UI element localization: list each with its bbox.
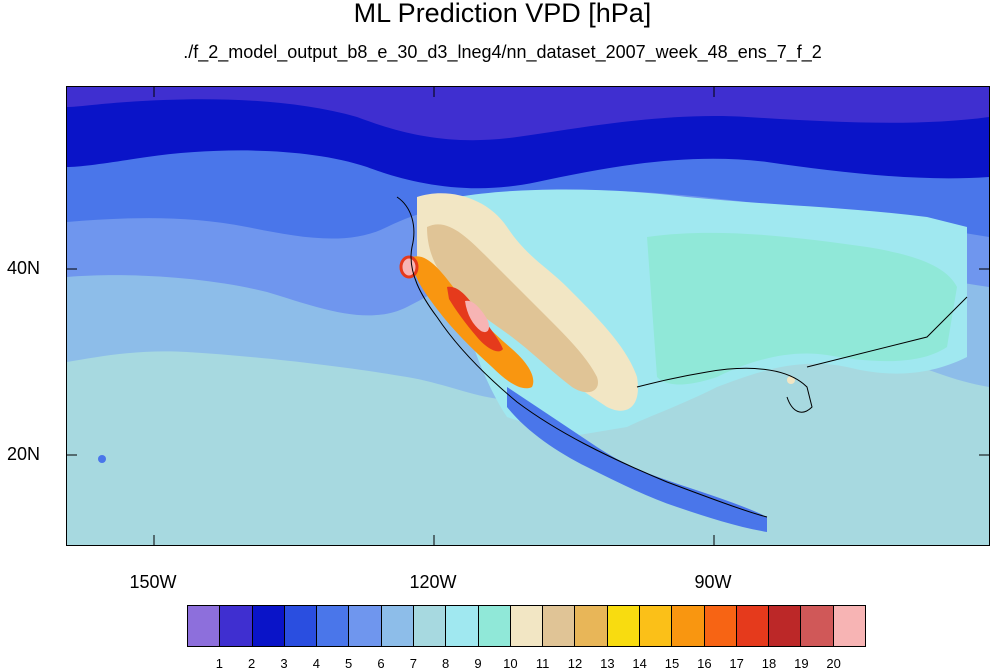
map-subtitle: ./f_2_model_output_b8_e_30_d3_lneg4/nn_d…: [183, 42, 822, 62]
hottest-region: [465, 300, 489, 333]
colorbar-label: 5: [345, 656, 353, 671]
colorbar-box: [349, 606, 382, 646]
colorbar-label: 13: [600, 656, 615, 671]
california-hot-spot: [399, 255, 419, 279]
colorbar-label: 7: [409, 656, 417, 671]
colorbar-box: [672, 606, 705, 646]
colorbar-box: [478, 606, 511, 646]
colorbar-label: 15: [664, 656, 680, 671]
colorbar-box: [220, 606, 253, 646]
vpd-contour-map: [67, 87, 989, 545]
lon-label-120w: 120W: [409, 572, 457, 592]
colorbar-box: [510, 606, 544, 646]
colorbar-box: [704, 606, 737, 646]
colorbar-labels: 1 2 3 4 5 6 7 8 9 10 11 12 13 14 15 16 17 18 19 20: [187, 656, 866, 672]
lat-label-40n: 40N: [6, 258, 40, 278]
colorbar-label: 20: [826, 656, 841, 671]
colorbar-box: [639, 606, 673, 646]
colorbar-box: [736, 606, 770, 646]
colorbar-box: [188, 606, 221, 646]
colorbar-box: [381, 606, 414, 646]
colorbar-label: 1: [215, 656, 223, 671]
lon-label-150w: 150W: [129, 572, 177, 592]
colorbar-box: [607, 606, 640, 646]
colorbar-label: 12: [567, 656, 583, 671]
colorbar-label: 2: [248, 656, 256, 671]
colorbar-label: 14: [632, 656, 647, 671]
colorbar-box: [284, 606, 318, 646]
colorbar-label: 9: [474, 656, 482, 671]
lat-tick-marks: [67, 268, 989, 456]
hawaii-island: [98, 455, 106, 463]
colorbar-label: 6: [377, 656, 385, 671]
colorbar-box: [833, 606, 865, 646]
east-us-region: [647, 232, 957, 385]
colorbar-box: [413, 606, 447, 646]
mexico-region: [507, 387, 767, 532]
florida-spot: [787, 376, 795, 384]
lat-label-20n: 20N: [6, 444, 40, 464]
colorbar-box: [575, 606, 608, 646]
colorbar-box: [252, 606, 285, 646]
colorbar-box: [769, 606, 802, 646]
arctic-purple-region: [67, 87, 989, 141]
colorbar-box: [446, 606, 479, 646]
colorbar-label: 8: [442, 656, 450, 671]
colorbar-box: [543, 606, 576, 646]
colorbar-label: 17: [729, 656, 744, 671]
colorbar-label: 4: [312, 656, 320, 671]
colorbar: [187, 605, 866, 647]
southwest-mid-region: [427, 224, 598, 393]
lon-tick-marks: [153, 87, 715, 545]
colorbar-box: [801, 606, 834, 646]
colorbar-box: [317, 606, 350, 646]
map-panel: [66, 86, 990, 546]
north-america-coastline: [396, 196, 968, 518]
map-title: ML Prediction VPD [hPa]: [353, 0, 652, 28]
colorbar-label: 3: [280, 656, 288, 671]
lon-label-90w: 90W: [694, 572, 732, 592]
colorbar-label: 19: [794, 656, 809, 671]
colorbar-label: 16: [697, 656, 712, 671]
colorbar-label: 11: [535, 656, 550, 671]
colorbar-label: 10: [503, 656, 518, 671]
colorbar-label: 18: [761, 656, 777, 671]
